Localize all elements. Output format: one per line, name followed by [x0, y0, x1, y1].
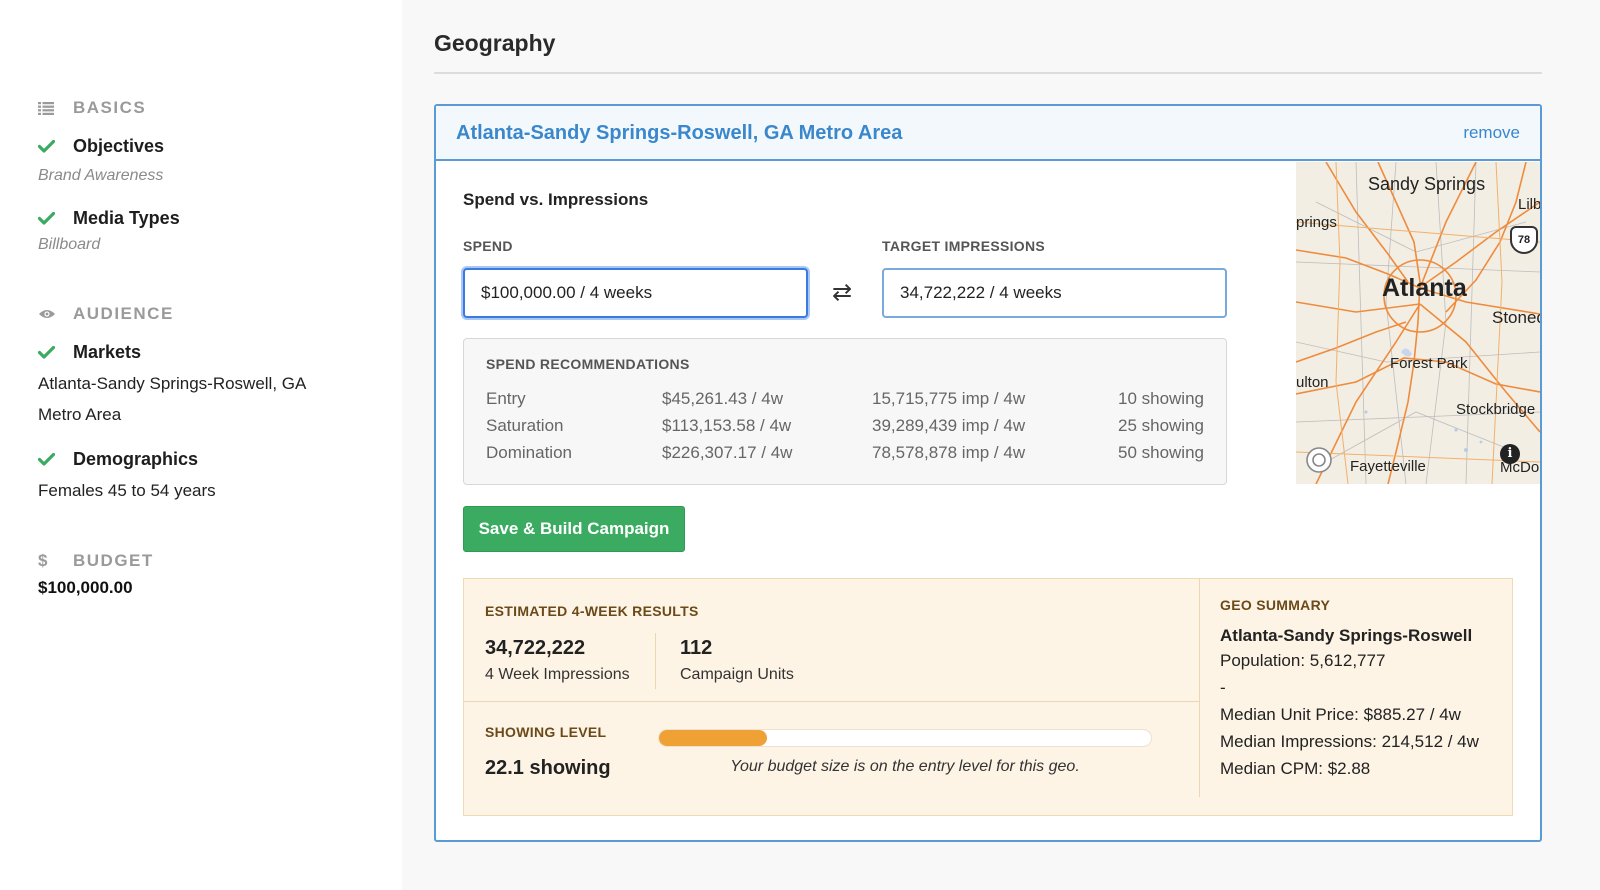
recommendation-spend: $45,261.43 / 4w [662, 389, 783, 408]
highway-78-shield-icon: 78 [1510, 226, 1538, 254]
budget-value: $100,000.00 [38, 578, 133, 597]
objectives-label: Objectives [73, 136, 165, 156]
swap-arrows-icon[interactable]: ⇄ [832, 279, 853, 306]
map-label-fayetteville: Fayetteville [1350, 458, 1426, 475]
media-types-value: Billboard [38, 236, 101, 253]
geo-card-header: Atlanta-Sandy Springs-Roswell, GA Metro … [436, 106, 1540, 161]
budget-section-header: $ BUDGET [38, 551, 154, 571]
results-divider [655, 633, 656, 689]
sidebar: BASICS Objectives Brand Awareness Media … [0, 0, 402, 890]
markets-item[interactable]: Markets [38, 342, 141, 363]
geo-summary-median-impressions: Median Impressions: 214,512 / 4w [1220, 732, 1479, 751]
estimated-results-panel: ESTIMATED 4-WEEK RESULTS 34,722,222 4 We… [463, 578, 1513, 816]
geo-card-title: Atlanta-Sandy Springs-Roswell, GA Metro … [456, 122, 903, 144]
spend-recommendations-title: SPEND RECOMMENDATIONS [486, 356, 690, 372]
geo-summary-dash: - [1220, 678, 1226, 697]
geo-summary-divider [1199, 579, 1200, 797]
page-title: Geography [434, 30, 556, 56]
basics-section-header: BASICS [38, 98, 146, 118]
showing-level-value: 22.1 showing [485, 757, 611, 779]
geo-summary-title: GEO SUMMARY [1220, 597, 1331, 613]
remove-link[interactable]: remove [1463, 123, 1520, 142]
media-types-item[interactable]: Media Types [38, 208, 180, 229]
markets-label: Markets [73, 342, 142, 362]
audience-label: AUDIENCE [73, 304, 174, 323]
demographics-value: Females 45 to 54 years [38, 481, 216, 500]
geo-summary-median-cpm: Median CPM: $2.88 [1220, 759, 1371, 778]
target-impressions-label: TARGET IMPRESSIONS [882, 238, 1046, 254]
recommendation-row-entry[interactable]: Entry $45,261.43 / 4w 15,715,775 imp / 4… [464, 389, 1226, 416]
campaign-units-value: 112 [680, 637, 713, 659]
showing-level-progress-bar [658, 729, 1152, 747]
impressions-value: 34,722,222 [485, 637, 586, 659]
geo-summary-name: Atlanta-Sandy Springs-Roswell [1220, 626, 1473, 645]
eye-icon [38, 306, 58, 322]
check-icon [38, 211, 58, 227]
demographics-item[interactable]: Demographics [38, 449, 198, 470]
map-label-lilburn: Lilb [1518, 196, 1540, 213]
showing-level-title: SHOWING LEVEL [485, 724, 607, 740]
map-label-stone-mountain: Stonec [1492, 308, 1540, 327]
showing-level-note: Your budget size is on the entry level f… [730, 758, 1080, 775]
recommendation-row-domination[interactable]: Domination $226,307.17 / 4w 78,578,878 i… [464, 443, 1226, 470]
map-info-icon[interactable]: i [1500, 444, 1520, 464]
spend-vs-impressions-title: Spend vs. Impressions [463, 190, 649, 209]
recommendation-showing: 25 showing [1117, 416, 1204, 435]
map-roads [1296, 162, 1540, 484]
spend-recommendations: SPEND RECOMMENDATIONS Entry $45,261.43 /… [463, 338, 1227, 485]
map-label-springs: prings [1296, 214, 1337, 231]
dollar-icon: $ [38, 551, 48, 570]
geo-summary-median-unit-price: Median Unit Price: $885.27 / 4w [1220, 705, 1461, 724]
spend-input[interactable] [463, 268, 808, 318]
check-icon [38, 452, 58, 468]
campaign-units-label: Campaign Units [680, 666, 794, 683]
recommendation-impressions: 15,715,775 imp / 4w [872, 389, 1026, 408]
recommendation-showing: 10 showing [1117, 389, 1204, 408]
geo-summary-population: Population: 5,612,777 [1220, 651, 1386, 670]
target-impressions-input[interactable] [882, 268, 1227, 318]
showing-level-progress-fill [659, 730, 768, 746]
budget-label: BUDGET [73, 551, 154, 570]
geo-map[interactable]: Sandy Springs Lilb prings 78 Atlanta Sto… [1296, 162, 1540, 484]
results-row-divider [464, 701, 1199, 702]
estimated-results-title: ESTIMATED 4-WEEK RESULTS [485, 603, 699, 619]
media-types-label: Media Types [73, 208, 180, 228]
title-divider [434, 72, 1542, 74]
recommendation-showing: 50 showing [1117, 443, 1204, 462]
spend-label: SPEND [463, 238, 513, 254]
recommendation-row-saturation[interactable]: Saturation $113,153.58 / 4w 39,289,439 i… [464, 416, 1226, 443]
map-attribution-icon[interactable] [1305, 446, 1333, 474]
markets-value: Atlanta-Sandy Springs-Roswell, GA Metro … [38, 374, 306, 424]
map-label-fulton: ulton [1296, 374, 1329, 391]
recommendation-spend: $113,153.58 / 4w [662, 416, 792, 435]
recommendation-name: Entry [486, 389, 526, 408]
audience-section-header: AUDIENCE [38, 304, 174, 324]
map-label-stockbridge: Stockbridge [1456, 401, 1536, 418]
recommendation-impressions: 39,289,439 imp / 4w [872, 416, 1026, 435]
map-label-atlanta: Atlanta [1382, 274, 1467, 302]
objectives-value: Brand Awareness [38, 167, 164, 184]
recommendation-spend: $226,307.17 / 4w [662, 443, 793, 462]
geo-card: Atlanta-Sandy Springs-Roswell, GA Metro … [434, 104, 1542, 842]
impressions-label: 4 Week Impressions [485, 666, 630, 683]
recommendation-impressions: 78,578,878 imp / 4w [872, 443, 1026, 462]
basics-label: BASICS [73, 98, 147, 117]
map-label-sandy-springs: Sandy Springs [1368, 174, 1486, 194]
recommendation-name: Domination [486, 443, 572, 462]
objectives-item[interactable]: Objectives [38, 136, 164, 157]
check-icon [38, 345, 58, 361]
recommendation-name: Saturation [486, 416, 564, 435]
check-icon [38, 139, 58, 155]
demographics-label: Demographics [73, 449, 199, 469]
map-label-forest-park: Forest Park [1390, 355, 1468, 372]
save-build-campaign-button[interactable]: Save & Build Campaign [463, 506, 685, 552]
list-icon [38, 100, 58, 116]
